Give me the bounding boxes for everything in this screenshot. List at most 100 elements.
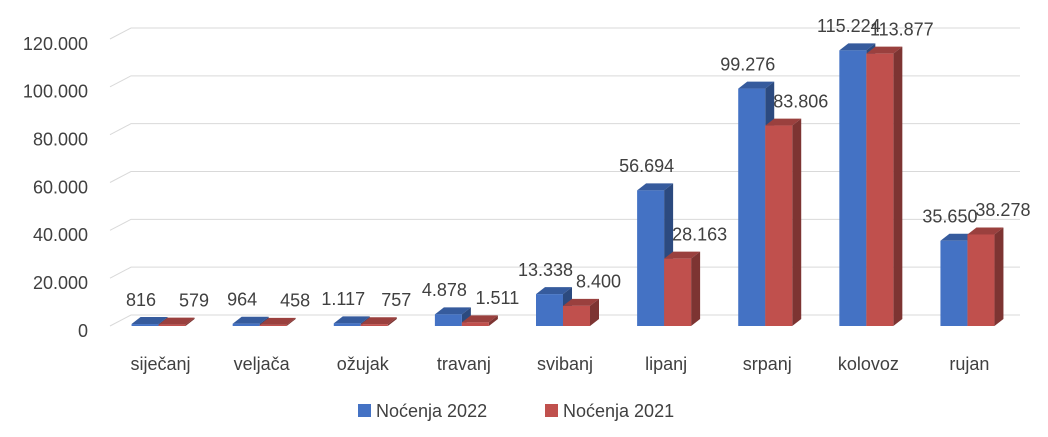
data-label: 1.117 xyxy=(321,289,365,309)
bar-top xyxy=(158,317,195,325)
data-label: 35.650 xyxy=(922,206,977,226)
bar-top xyxy=(738,81,775,89)
bar-side xyxy=(185,317,195,326)
data-label: 1.511 xyxy=(476,288,520,308)
grid-line xyxy=(109,171,1020,183)
grid-line xyxy=(109,218,1020,231)
x-tick-label: lipanj xyxy=(645,354,687,374)
bar-front xyxy=(563,305,590,326)
y-tick-label: 120.000 xyxy=(23,34,88,54)
bar xyxy=(461,315,498,326)
bar-top xyxy=(232,316,269,324)
data-label: 113.877 xyxy=(870,19,934,39)
bar-side xyxy=(590,298,599,326)
bar-front xyxy=(664,258,692,326)
y-tick-label: 40.000 xyxy=(33,225,88,245)
bar-top xyxy=(664,251,701,259)
legend-swatch xyxy=(545,404,558,417)
bar-front xyxy=(765,125,793,326)
bar-front xyxy=(839,50,867,326)
bar-side xyxy=(387,317,397,326)
bar-front xyxy=(333,323,361,326)
bar-side xyxy=(893,46,903,327)
bar-front xyxy=(158,324,186,326)
data-label: 83.806 xyxy=(773,91,828,111)
data-label: 8.400 xyxy=(576,272,621,292)
x-tick-label: kolovoz xyxy=(838,354,899,374)
x-tick-label: siječanj xyxy=(131,354,191,374)
bar-front xyxy=(738,88,766,326)
x-tick-label: rujan xyxy=(949,354,989,374)
bar-front xyxy=(461,322,489,326)
bar-front xyxy=(232,323,260,326)
legend-label: Noćenja 2021 xyxy=(563,401,674,421)
bar-top xyxy=(360,317,397,325)
y-tick-label: 0 xyxy=(78,321,88,341)
x-tick-label: veljača xyxy=(234,354,291,374)
data-label: 56.694 xyxy=(619,156,674,176)
bar-front xyxy=(866,53,894,327)
bar xyxy=(967,227,1004,326)
bar xyxy=(664,251,701,326)
y-tick-label: 80.000 xyxy=(33,129,88,149)
bar-top xyxy=(259,317,296,325)
x-tick-label: svibanj xyxy=(537,354,593,374)
bar-top xyxy=(536,287,572,295)
bar-front xyxy=(967,234,995,326)
bar-front xyxy=(637,190,665,326)
grid-line xyxy=(109,314,1020,327)
bar xyxy=(158,317,195,326)
data-label: 579 xyxy=(179,290,209,310)
bar-front xyxy=(434,314,462,326)
bar xyxy=(563,298,599,326)
data-label: 13.338 xyxy=(518,260,573,280)
grid-line xyxy=(109,75,1020,88)
bar-top xyxy=(765,118,802,126)
bar xyxy=(637,183,674,326)
x-tick-label: travanj xyxy=(437,354,491,374)
data-label: 816 xyxy=(126,290,156,310)
y-tick-label: 60.000 xyxy=(33,177,88,197)
bar-top xyxy=(839,43,876,51)
x-tick-label: srpanj xyxy=(743,354,792,374)
bar-side xyxy=(994,227,1004,326)
data-label: 458 xyxy=(280,291,310,311)
bar-side xyxy=(286,317,296,326)
data-label: 28.163 xyxy=(672,224,727,244)
bar-side xyxy=(691,251,701,326)
bar xyxy=(765,118,802,326)
data-label: 115.224 xyxy=(817,16,881,36)
bar-top xyxy=(637,183,674,191)
bar xyxy=(259,317,296,326)
y-tick-label: 100.000 xyxy=(23,82,88,102)
x-tick-label: ožujak xyxy=(337,354,390,374)
bar-top xyxy=(333,316,370,324)
legend-swatch xyxy=(358,404,371,417)
legend-label: Noćenja 2022 xyxy=(376,401,487,421)
bar-top xyxy=(131,317,168,325)
bar xyxy=(360,317,397,326)
data-label: 4.878 xyxy=(422,280,467,300)
bar xyxy=(866,46,903,327)
bar-side xyxy=(488,315,498,326)
bar-top xyxy=(866,46,903,54)
data-label: 99.276 xyxy=(720,54,775,74)
bar-top xyxy=(967,227,1004,235)
bar-side xyxy=(792,118,802,326)
bar xyxy=(536,287,572,326)
data-label: 38.278 xyxy=(975,200,1030,220)
y-tick-label: 20.000 xyxy=(33,273,88,293)
bar-front xyxy=(259,324,287,326)
grid-line xyxy=(109,123,1020,136)
bar-front xyxy=(536,294,563,326)
bar-front xyxy=(360,324,388,326)
data-label: 757 xyxy=(381,290,411,310)
grid-line xyxy=(109,27,1020,40)
data-label: 964 xyxy=(227,289,257,309)
bar-front xyxy=(131,324,159,326)
bar-top xyxy=(563,298,599,306)
bar-top xyxy=(434,307,471,315)
bar-top xyxy=(461,315,498,323)
